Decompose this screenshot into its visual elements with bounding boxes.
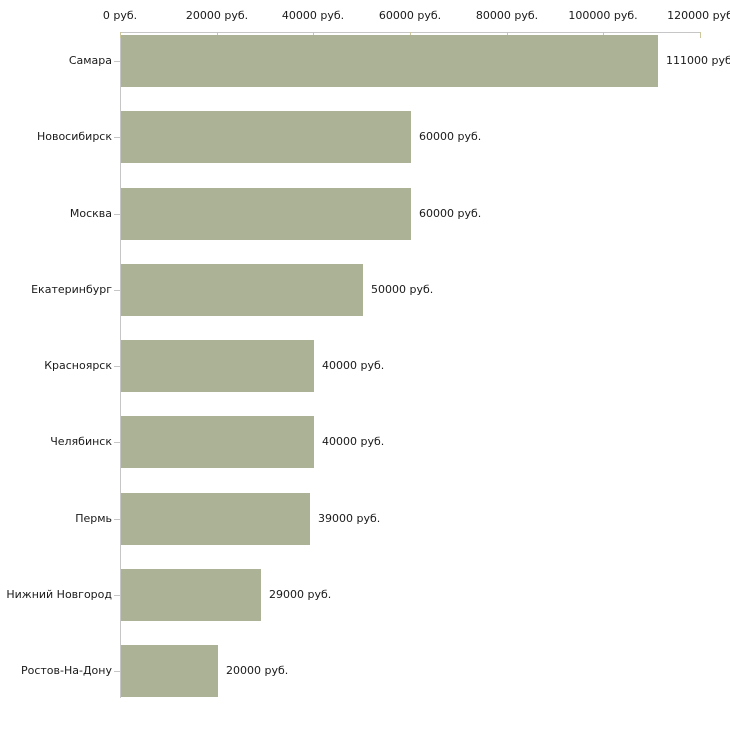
- category-label: Ростов-На-Дону: [20, 664, 112, 677]
- value-label: 40000 руб.: [322, 435, 385, 448]
- value-label: 50000 руб.: [371, 283, 434, 296]
- x-axis-tick-label: 20000 руб.: [185, 9, 249, 22]
- bar: [121, 645, 218, 697]
- bar: [121, 188, 411, 240]
- bar: [121, 569, 261, 621]
- x-axis-tick-label: 60000 руб.: [378, 9, 442, 22]
- value-label: 111000 руб.: [666, 54, 730, 67]
- bar: [121, 35, 658, 87]
- category-tick-mark: [114, 366, 120, 367]
- x-axis-tick-mark: [700, 32, 701, 38]
- category-label: Нижний Новгород: [6, 588, 112, 601]
- value-label: 20000 руб.: [226, 664, 289, 677]
- x-axis-tick-label: 120000 руб: [667, 9, 730, 22]
- value-label: 40000 руб.: [322, 359, 385, 372]
- bar: [121, 416, 314, 468]
- category-tick-mark: [114, 442, 120, 443]
- x-axis-tick-label: 80000 руб.: [475, 9, 539, 22]
- category-tick-mark: [114, 671, 120, 672]
- x-axis-tick-label: 40000 руб.: [281, 9, 345, 22]
- bar: [121, 111, 411, 163]
- category-tick-mark: [114, 290, 120, 291]
- bar: [121, 340, 314, 392]
- category-label: Пермь: [75, 512, 112, 525]
- category-tick-mark: [114, 61, 120, 62]
- y-axis-line: [120, 32, 121, 698]
- category-label: Челябинск: [50, 435, 112, 448]
- category-label: Москва: [69, 207, 112, 220]
- value-label: 29000 руб.: [269, 588, 332, 601]
- x-axis-tick-label: 100000 руб.: [568, 9, 638, 22]
- value-label: 60000 руб.: [419, 130, 482, 143]
- value-label: 39000 руб.: [318, 512, 381, 525]
- category-label: Самара: [68, 54, 112, 67]
- bar: [121, 264, 363, 316]
- category-tick-mark: [114, 519, 120, 520]
- x-axis-tick-mark: [120, 32, 121, 38]
- category-tick-mark: [114, 137, 120, 138]
- value-label: 60000 руб.: [419, 207, 482, 220]
- category-tick-mark: [114, 214, 120, 215]
- bar: [121, 493, 310, 545]
- category-label: Екатеринбург: [31, 283, 112, 296]
- category-label: Новосибирск: [36, 130, 112, 143]
- category-label: Красноярск: [44, 359, 112, 372]
- category-tick-mark: [114, 595, 120, 596]
- x-axis-tick-label: 0 руб.: [102, 9, 138, 22]
